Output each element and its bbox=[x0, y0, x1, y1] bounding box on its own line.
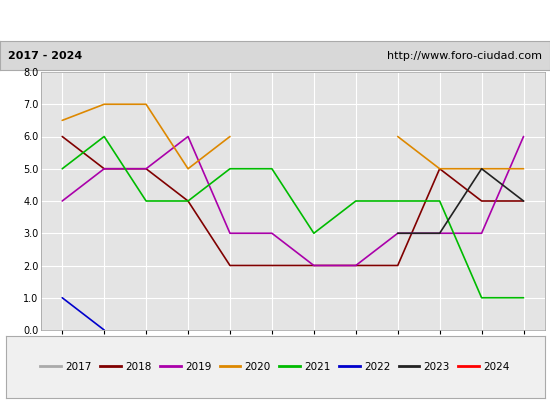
Text: http://www.foro-ciudad.com: http://www.foro-ciudad.com bbox=[387, 51, 542, 61]
Legend: 2017, 2018, 2019, 2020, 2021, 2022, 2023, 2024: 2017, 2018, 2019, 2020, 2021, 2022, 2023… bbox=[37, 359, 513, 375]
Text: 2017 - 2024: 2017 - 2024 bbox=[8, 51, 82, 61]
Text: Evolucion del paro registrado en Saldeana: Evolucion del paro registrado en Saldean… bbox=[100, 12, 450, 30]
